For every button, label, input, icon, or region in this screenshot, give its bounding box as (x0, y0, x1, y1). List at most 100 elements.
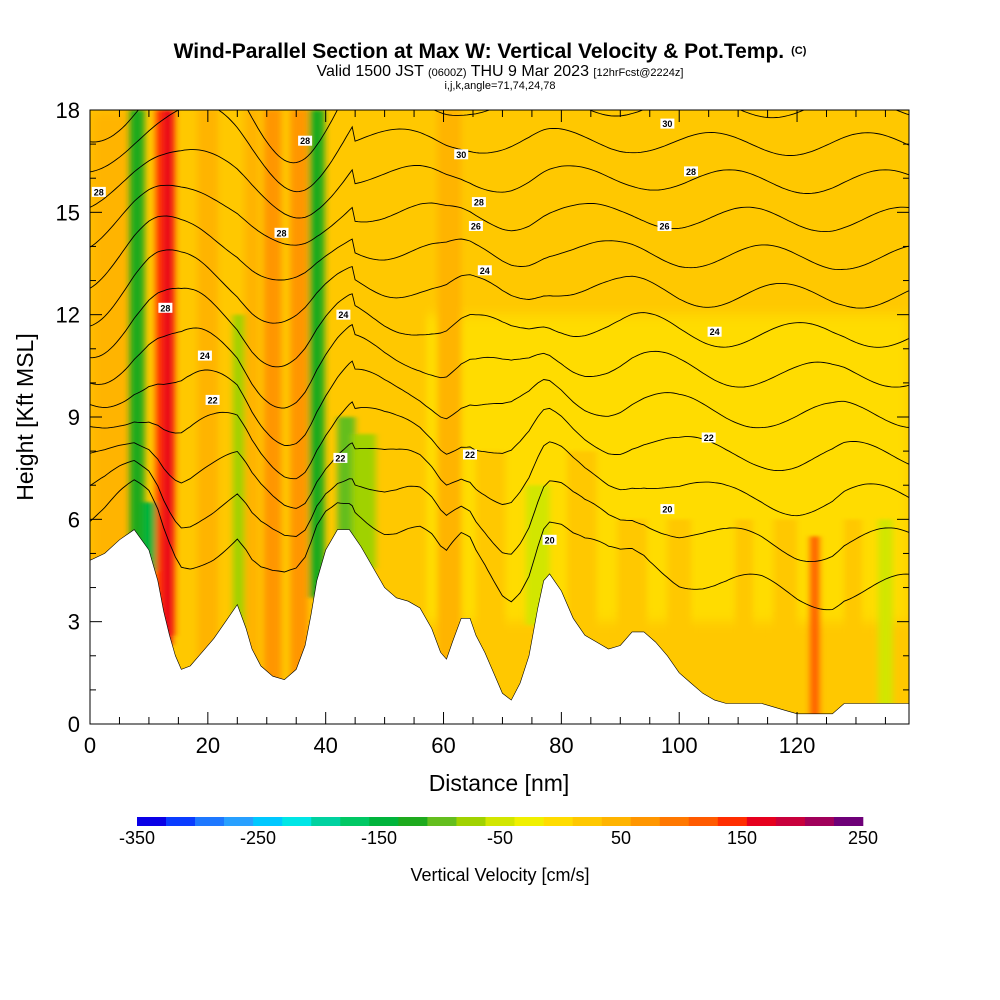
contour-label-bg (454, 149, 469, 160)
title-copyright-mark: (C) (791, 45, 807, 57)
colorbar-segment (485, 817, 515, 826)
vv-band (263, 110, 282, 694)
subtitle-utc: (0600Z) (428, 67, 467, 79)
colorbar-segment (398, 817, 428, 826)
colorbar-segment (630, 817, 661, 826)
contour-label: 28 (684, 166, 698, 177)
x-tick-label: 20 (196, 733, 220, 758)
x-axis-label: Distance [nm] (429, 770, 570, 796)
contour-label-bg (197, 350, 212, 361)
contour-label-text: 28 (474, 198, 484, 208)
contour-label-bg (660, 504, 675, 515)
colorbar-tick-label: 150 (727, 828, 757, 848)
colorbar-segment (746, 817, 777, 826)
contour-label: 24 (197, 350, 212, 361)
contour-label-text: 30 (662, 119, 672, 129)
y-tick-label: 3 (68, 610, 80, 635)
vv-band (878, 519, 893, 721)
theta-contour (90, 215, 909, 289)
colorbar-title: Vertical Velocity [cm/s] (410, 865, 589, 885)
colorbar-tick-label: 50 (611, 828, 631, 848)
colorbar-segment (369, 817, 399, 826)
y-tick-label: 12 (56, 303, 80, 328)
vv-band (244, 110, 260, 667)
contour-label-bg (91, 186, 106, 197)
x-tick-label: 100 (661, 733, 698, 758)
vv-band (129, 110, 145, 551)
contour-label: 30 (660, 118, 675, 129)
contour-label-text: 28 (160, 303, 170, 313)
contour-label-bg (463, 449, 477, 460)
colorbar-segment (833, 817, 864, 826)
contour-label-bg (298, 135, 313, 146)
vv-band (337, 417, 356, 547)
x-tick-label: 40 (313, 733, 337, 758)
y-tick-label: 9 (68, 405, 80, 430)
theta-contour (90, 360, 909, 446)
colorbar-segment (717, 817, 748, 826)
colorbar-segment (195, 817, 225, 826)
x-tick-label: 60 (431, 733, 455, 758)
colorbar-segment (775, 817, 806, 826)
colorbar-tick-label: -50 (487, 828, 513, 848)
colorbar-segment (572, 817, 602, 826)
colorbar-labels: -350 -250 -150 -50 50 150 250 (119, 828, 878, 848)
contour-label-text: 24 (200, 351, 210, 361)
theta-contour (90, 441, 909, 517)
contour-label-bg (657, 221, 672, 231)
x-tick-label: 120 (779, 733, 816, 758)
contour-label-text: 22 (704, 433, 714, 443)
terrain-mask (90, 529, 909, 724)
colorbar-segment (427, 817, 457, 826)
colorbar-segment (804, 817, 835, 826)
colorbar-segment (514, 817, 544, 826)
vv-band (290, 110, 309, 679)
vv-band (437, 110, 462, 668)
colorbar-tick-label: -350 (119, 828, 155, 848)
colorbar-segment (543, 817, 573, 826)
y-tick-label: 6 (68, 507, 80, 532)
x-tick-label: 0 (84, 733, 96, 758)
theta-contour (90, 184, 909, 248)
vv-band (810, 536, 820, 724)
subtitle-indices: i,j,k,angle=71,74,24,78 (444, 80, 555, 92)
contour-label-text: 28 (276, 228, 286, 238)
theta-contour (90, 110, 909, 193)
contour-label: 20 (542, 534, 557, 545)
subtitle-forecast: [12hrFcst@2224z] (593, 67, 683, 79)
colorbar-segment (253, 817, 283, 826)
field-patches (90, 110, 909, 622)
theta-contour (90, 479, 909, 611)
contour-label-bg (274, 227, 289, 238)
theta-contours (90, 110, 909, 611)
contour-label-text: 20 (545, 535, 555, 545)
theta-contour (90, 110, 909, 164)
y-axis-label: Height [Kft MSL] (12, 333, 38, 500)
contour-label-text: 24 (480, 266, 490, 276)
contour-label-text: 22 (465, 450, 475, 460)
vv-band (617, 519, 647, 649)
subtitle-date: THU 9 Mar 2023 (471, 63, 589, 80)
colorbar-segment (166, 817, 196, 826)
contour-label: 26 (468, 221, 483, 232)
contour-label-bg (336, 309, 351, 320)
theta-contour (90, 323, 909, 409)
contour-label-bg (660, 118, 675, 129)
contour-label-text: 24 (710, 327, 720, 337)
colorbar-segment (659, 817, 690, 826)
contour-label-bg (158, 302, 173, 313)
theta-contour (90, 287, 909, 368)
contour-label: 28 (158, 302, 173, 313)
contour-label-text: 28 (686, 167, 696, 177)
contour-label: 22 (333, 452, 348, 463)
vv-band (163, 110, 172, 646)
colorbar-segment (311, 817, 341, 826)
vv-band (773, 519, 798, 724)
vv-band (735, 519, 753, 721)
contour-label: 22 (463, 449, 477, 460)
theta-contour (90, 401, 909, 480)
contour-label: 28 (274, 227, 289, 238)
contour-label: 22 (205, 394, 220, 405)
contour-label-text: 26 (659, 222, 669, 232)
